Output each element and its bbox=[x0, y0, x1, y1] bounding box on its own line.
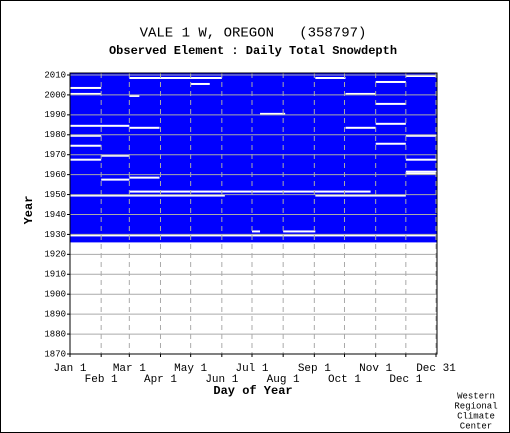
gap bbox=[70, 158, 102, 161]
credit: Western bbox=[457, 391, 495, 401]
y-tick-label: 2010 bbox=[44, 70, 66, 80]
y-tick-label: 1980 bbox=[44, 130, 66, 140]
gap bbox=[101, 178, 130, 181]
gap bbox=[70, 194, 225, 197]
x-tick-label: Nov 1 bbox=[359, 363, 392, 375]
gap bbox=[283, 230, 316, 233]
y-tick-label: 1940 bbox=[44, 210, 66, 220]
gap bbox=[70, 92, 102, 95]
gap bbox=[70, 134, 102, 137]
x-tick-label: Jan 1 bbox=[53, 363, 86, 375]
x-tick-label: Aug 1 bbox=[267, 374, 300, 386]
gap bbox=[345, 126, 376, 129]
x-tick-label: Oct 1 bbox=[328, 374, 361, 386]
gap bbox=[375, 80, 406, 83]
gap bbox=[251, 230, 261, 233]
gap bbox=[375, 142, 406, 145]
x-axis-label: Day of Year bbox=[213, 384, 292, 398]
gap bbox=[70, 124, 130, 127]
chart-title: VALE 1 W, OREGON (358797) bbox=[140, 26, 367, 42]
gap bbox=[405, 170, 437, 173]
gap bbox=[129, 176, 160, 179]
x-tick-label: Dec 1 bbox=[389, 374, 422, 386]
y-tick-label: 1960 bbox=[44, 170, 66, 180]
gap bbox=[375, 122, 406, 125]
chart-subtitle: Observed Element : Daily Total Snowdepth bbox=[109, 44, 397, 58]
gap bbox=[129, 76, 222, 79]
plot-border bbox=[69, 72, 438, 355]
gap bbox=[70, 86, 102, 89]
x-tick-label: Mar 1 bbox=[113, 363, 146, 375]
gap bbox=[260, 112, 286, 115]
gap bbox=[405, 134, 437, 137]
y-axis-label: Year bbox=[22, 196, 36, 225]
y-tick-label: 1950 bbox=[44, 190, 66, 200]
y-tick-label: 1910 bbox=[44, 270, 66, 280]
x-tick-label: Sep 1 bbox=[298, 363, 331, 375]
gap bbox=[315, 76, 346, 79]
gap bbox=[70, 234, 437, 237]
y-tick-label: 1930 bbox=[44, 230, 66, 240]
gap bbox=[190, 82, 210, 85]
gap bbox=[129, 126, 160, 129]
y-tick-label: 1990 bbox=[44, 110, 66, 120]
x-tick-label: Dec 31 bbox=[416, 363, 456, 375]
gap bbox=[405, 172, 437, 175]
y-tick-label: 2000 bbox=[44, 90, 66, 100]
credit: Climate bbox=[457, 411, 495, 421]
x-tick-label: Feb 1 bbox=[85, 374, 118, 386]
gap bbox=[375, 102, 406, 105]
y-tick-label: 1890 bbox=[44, 310, 66, 320]
gap bbox=[70, 144, 102, 147]
x-tick-label: Apr 1 bbox=[144, 374, 177, 386]
credit: Center bbox=[460, 421, 492, 431]
x-tick-label: Jun 1 bbox=[205, 374, 238, 386]
gap bbox=[405, 158, 437, 161]
observed-block bbox=[70, 73, 437, 243]
y-tick-label: 1870 bbox=[44, 349, 66, 359]
y-tick-label: 1920 bbox=[44, 250, 66, 260]
gap bbox=[129, 190, 371, 193]
x-tick-label: May 1 bbox=[174, 363, 207, 375]
x-tick-label: Jul 1 bbox=[235, 363, 268, 375]
y-tick-label: 1900 bbox=[44, 290, 66, 300]
y-tick-label: 1970 bbox=[44, 150, 66, 160]
gap bbox=[345, 92, 376, 95]
credit: Regional bbox=[454, 401, 497, 411]
gap bbox=[405, 74, 437, 77]
gap bbox=[315, 194, 406, 197]
gap bbox=[129, 94, 140, 97]
y-tick-label: 1880 bbox=[44, 329, 66, 339]
gap bbox=[101, 154, 130, 157]
